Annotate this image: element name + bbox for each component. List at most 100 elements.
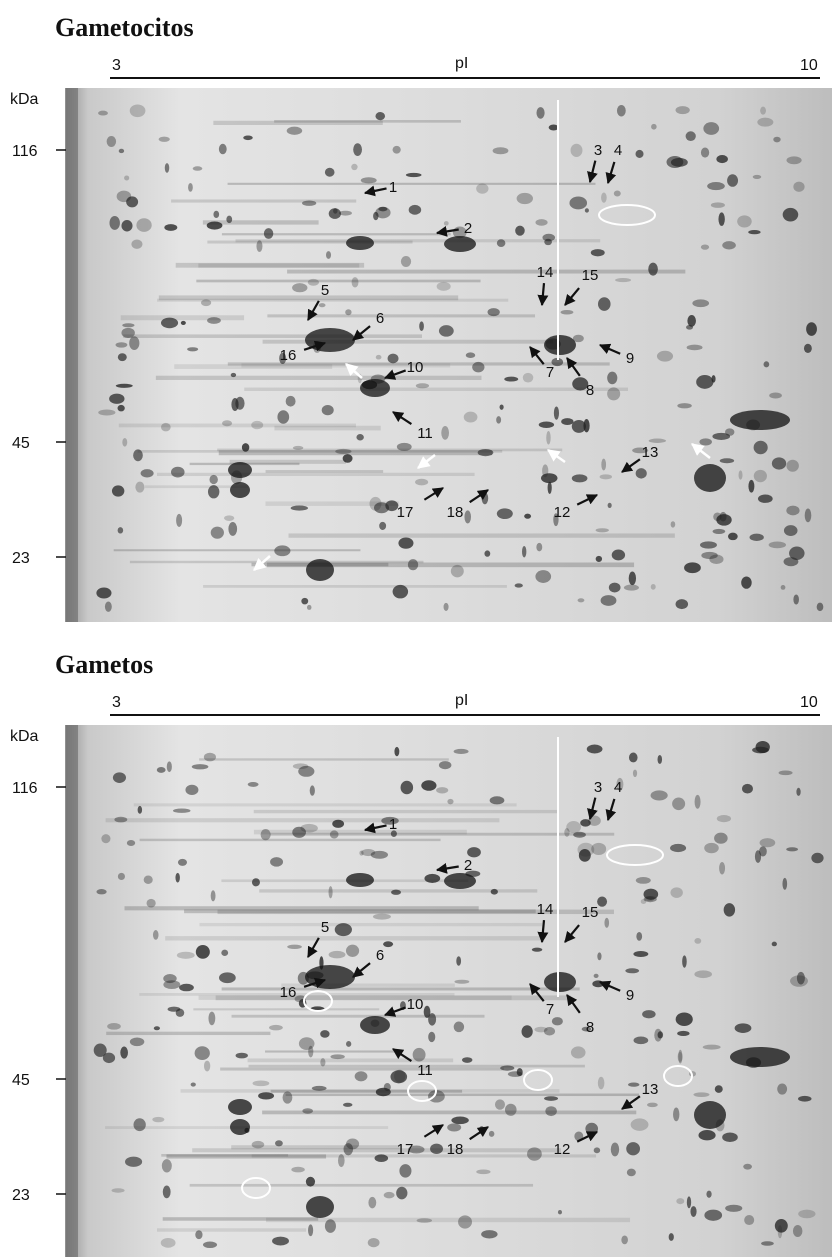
gel-spot bbox=[450, 564, 464, 578]
gel-streak bbox=[235, 239, 601, 243]
gel-spot bbox=[400, 255, 412, 268]
gel-spot bbox=[625, 968, 640, 974]
gel-streak bbox=[285, 1093, 640, 1097]
gel-streak bbox=[266, 1217, 631, 1223]
gel-spot bbox=[704, 1209, 723, 1221]
gel-spot bbox=[725, 1204, 743, 1212]
gel-spot bbox=[360, 1016, 390, 1034]
gel-spot bbox=[163, 974, 177, 984]
gel-streak bbox=[265, 470, 384, 473]
gel-spot bbox=[321, 404, 334, 416]
gel-spot bbox=[345, 309, 352, 316]
gel-spot bbox=[699, 438, 712, 446]
gel-streak bbox=[267, 314, 536, 318]
gel-spot bbox=[768, 541, 787, 549]
spot-arrow bbox=[352, 325, 371, 341]
gel-spot bbox=[613, 190, 621, 197]
spot-label: 16 bbox=[280, 347, 297, 364]
gel-spot bbox=[176, 951, 195, 959]
gel-spot bbox=[161, 1159, 172, 1173]
gel-spot bbox=[305, 328, 355, 352]
spot-label: 11 bbox=[417, 1062, 433, 1079]
spot-label: 16 bbox=[280, 984, 297, 1001]
spot-label: 4 bbox=[614, 779, 622, 796]
gel-spot bbox=[305, 1176, 316, 1187]
gel-spot bbox=[175, 872, 180, 883]
gel-spot bbox=[444, 873, 476, 889]
gel-spot bbox=[535, 570, 552, 583]
gel-streak bbox=[227, 362, 610, 366]
gel-spot bbox=[527, 1147, 542, 1161]
spot-arrow bbox=[564, 287, 580, 306]
gel-spot bbox=[648, 438, 666, 443]
spot-arrow bbox=[566, 357, 581, 377]
gel-spot bbox=[195, 945, 210, 959]
gel-spot bbox=[759, 846, 767, 857]
spot-label: 1 bbox=[389, 816, 397, 833]
gel-spot bbox=[136, 218, 152, 232]
gel-streak bbox=[189, 1183, 534, 1187]
gel-spot bbox=[360, 379, 390, 397]
gel-spot bbox=[444, 236, 476, 252]
gel-spot bbox=[161, 422, 171, 432]
gel-spot bbox=[390, 1070, 408, 1084]
gel-spot bbox=[626, 1142, 641, 1156]
gel-spot bbox=[782, 207, 799, 222]
gel-spot bbox=[481, 1230, 498, 1239]
gel-streak bbox=[274, 425, 381, 431]
white-ellipse bbox=[523, 1069, 553, 1091]
gel-spot bbox=[251, 878, 260, 887]
gel-spot bbox=[694, 970, 713, 979]
gel-spot bbox=[381, 816, 399, 825]
gel-spot bbox=[461, 1057, 473, 1063]
gel-spot bbox=[308, 1045, 314, 1058]
gel-spot bbox=[654, 1028, 662, 1042]
gel-spot bbox=[626, 1168, 636, 1177]
gel-spot bbox=[172, 808, 191, 813]
gel-spot bbox=[560, 309, 574, 315]
gel-spot bbox=[611, 549, 626, 561]
gel-spot bbox=[166, 761, 172, 773]
gel-streak bbox=[118, 423, 356, 428]
gel-spot bbox=[650, 583, 656, 590]
gel-spot bbox=[383, 1191, 395, 1199]
gel-streak bbox=[192, 1148, 561, 1153]
spot-label: 1 bbox=[389, 179, 397, 196]
gel-spot bbox=[741, 576, 752, 589]
gel-spot bbox=[180, 320, 186, 325]
gel-spot bbox=[489, 796, 505, 805]
gel-spot bbox=[542, 233, 556, 242]
gel-spot bbox=[375, 112, 386, 121]
gel-spot bbox=[803, 343, 812, 353]
gel-spot bbox=[300, 823, 318, 833]
gel-spot bbox=[390, 830, 397, 838]
gel-spot bbox=[407, 559, 419, 571]
gel-spot bbox=[368, 1196, 377, 1209]
spot-arrow bbox=[469, 1126, 489, 1141]
gel-spot bbox=[570, 1046, 586, 1059]
gel-streak bbox=[215, 995, 571, 1001]
gel-spot bbox=[243, 135, 253, 141]
pi-min: 3 bbox=[112, 57, 121, 74]
spot-arrow bbox=[605, 161, 617, 185]
gel-spot bbox=[496, 416, 502, 424]
gel-streak bbox=[105, 818, 500, 823]
gel-spot bbox=[436, 787, 449, 794]
spot-label: 8 bbox=[586, 1019, 594, 1036]
gel-streak bbox=[221, 879, 469, 883]
spot-label: 17 bbox=[397, 504, 414, 521]
gel-spot bbox=[118, 148, 125, 154]
white-ellipse bbox=[663, 1065, 693, 1087]
gel-spot bbox=[670, 843, 687, 853]
gel-spot bbox=[701, 551, 718, 560]
gel-spot bbox=[428, 1013, 437, 1026]
gel-spot bbox=[744, 1215, 755, 1226]
gel-spot bbox=[763, 361, 770, 368]
gel-streak bbox=[120, 315, 245, 321]
gel-streak bbox=[137, 450, 503, 453]
gel-spot bbox=[698, 1130, 716, 1141]
gel-spot bbox=[700, 541, 717, 549]
gel-spot bbox=[657, 1031, 664, 1039]
gel-spot bbox=[593, 973, 599, 978]
gel-spot bbox=[230, 482, 250, 498]
